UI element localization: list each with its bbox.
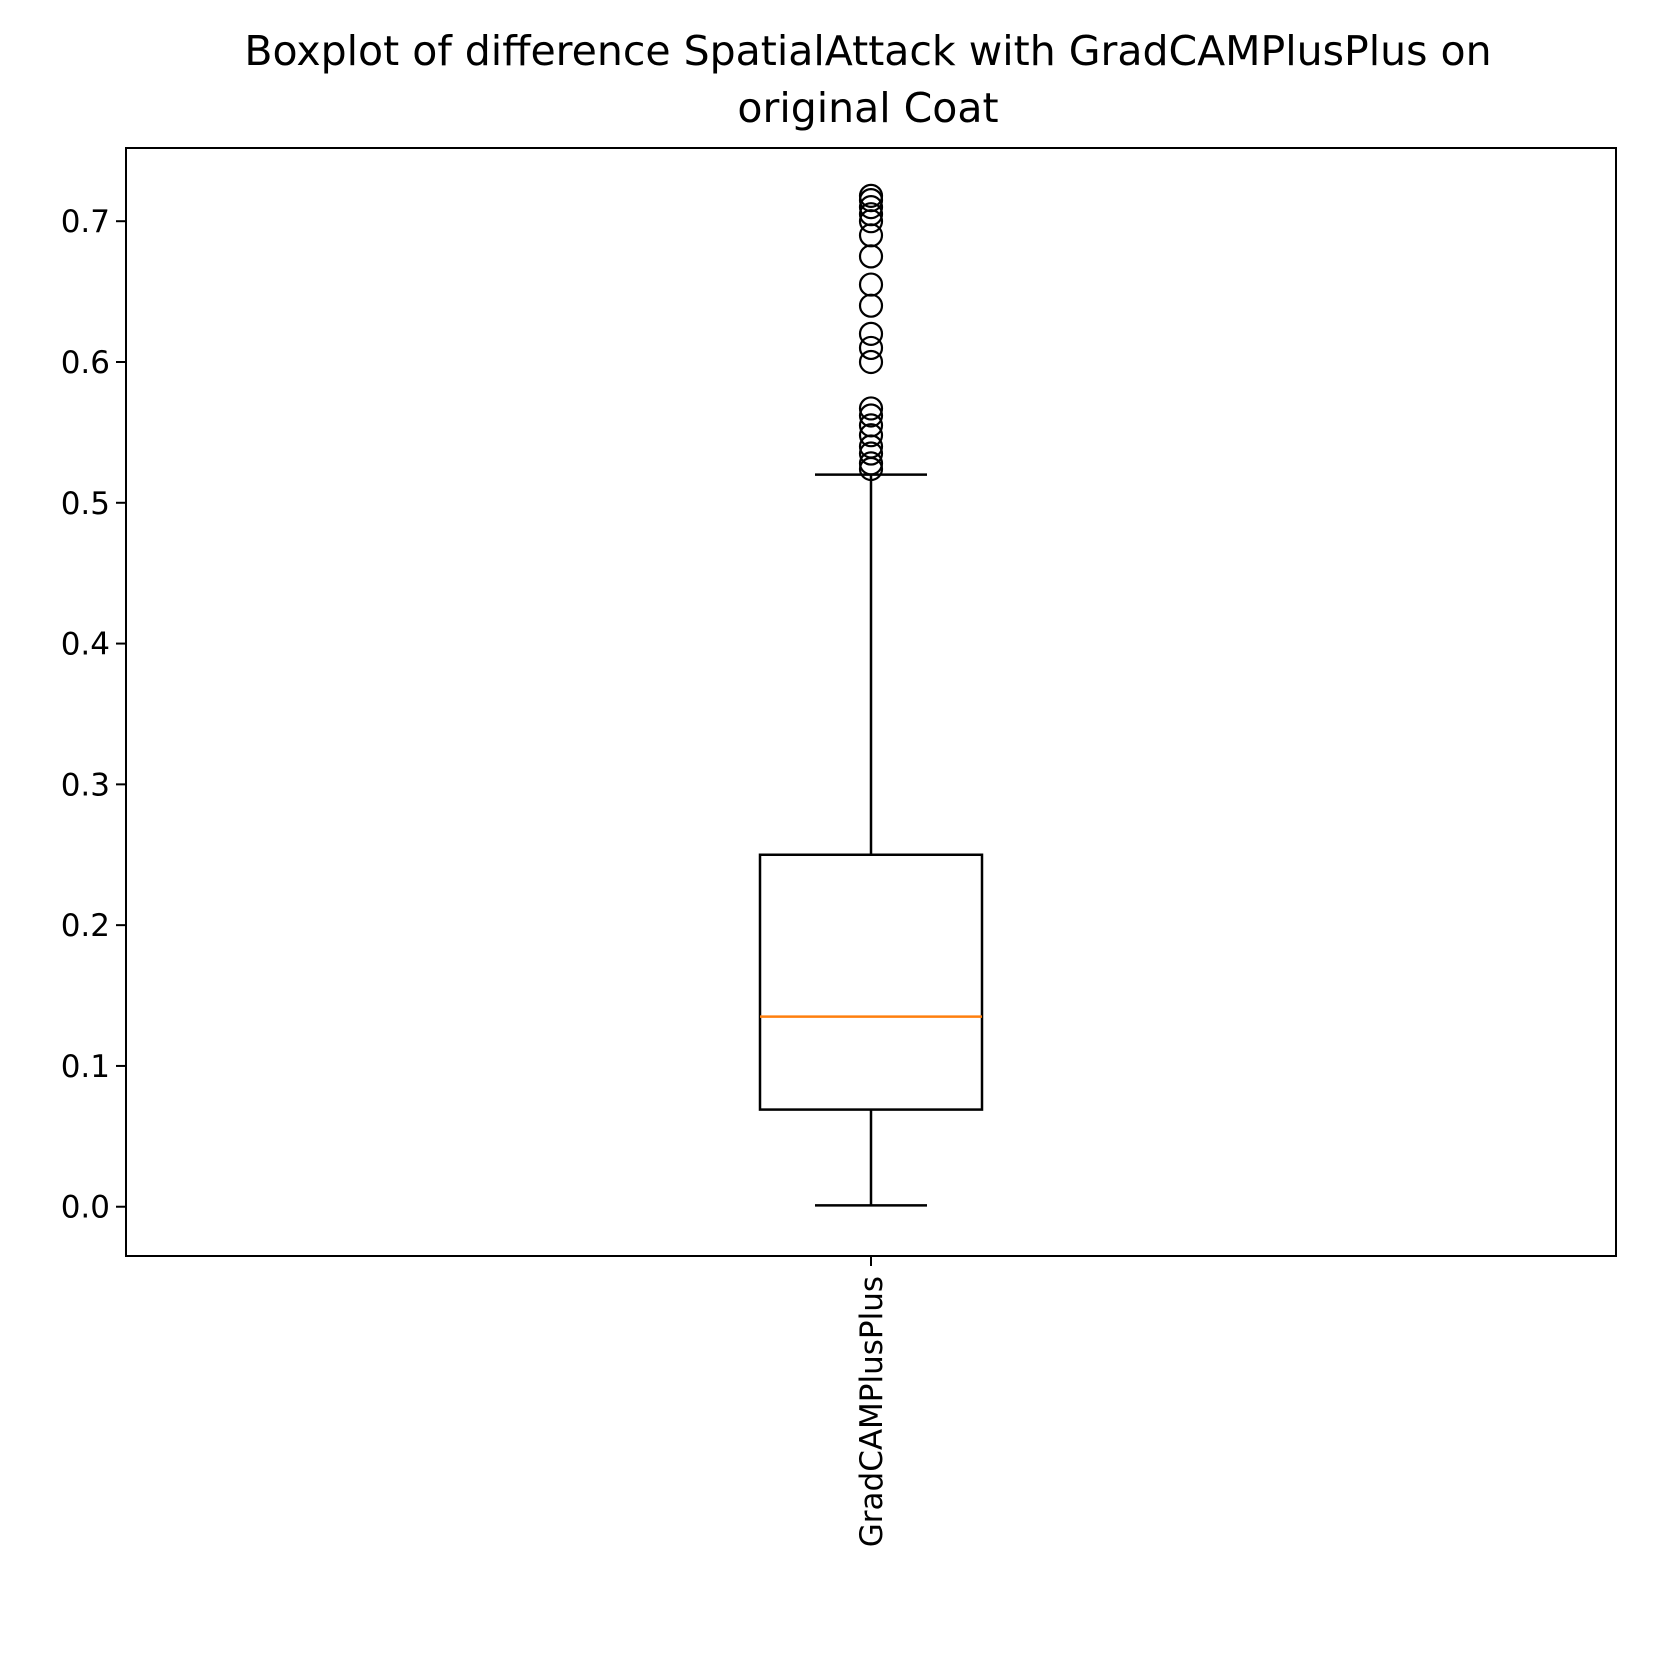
outlier-point [858, 423, 884, 448]
y-tick-label: 0.5 [61, 486, 110, 522]
y-tick-label: 0.4 [61, 627, 110, 663]
plot-area [758, 183, 984, 1207]
outlier-point [858, 349, 884, 375]
outlier-point [858, 413, 884, 438]
outlier-point [858, 183, 884, 208]
y-axis: 0.0 0.1 0.2 0.3 0.4 0.5 0.6 0.7 [61, 204, 126, 1226]
outlier-point [858, 441, 884, 466]
y-tick-label: 0.3 [61, 767, 110, 803]
y-tick-label: 0.6 [61, 345, 110, 381]
box-series [758, 183, 984, 1207]
iqr-box [758, 853, 984, 1111]
y-tick-label: 0.1 [61, 1049, 110, 1085]
chart-title-line-1: Boxplot of difference SpatialAttack with… [244, 27, 1491, 75]
outlier-point [858, 244, 884, 269]
chart-title-line-2: original Coat [737, 84, 998, 132]
outlier-point [858, 272, 884, 297]
outlier-point [858, 293, 884, 318]
outlier-point [858, 403, 884, 428]
outlier-point [858, 335, 884, 361]
outlier-point [858, 321, 884, 346]
x-axis: GradCAMPlusPlus [854, 1256, 890, 1547]
y-tick-label: 0.2 [61, 908, 110, 944]
outlier-point [858, 451, 884, 476]
outlier-point [858, 195, 884, 220]
y-tick-label: 0.0 [61, 1190, 110, 1226]
outlier-point [858, 202, 884, 227]
x-tick-label: GradCAMPlusPlus [854, 1276, 890, 1547]
y-tick-label: 0.7 [61, 204, 110, 240]
chart-title: Boxplot of difference SpatialAttack with… [244, 27, 1491, 132]
outlier-point [858, 396, 884, 421]
